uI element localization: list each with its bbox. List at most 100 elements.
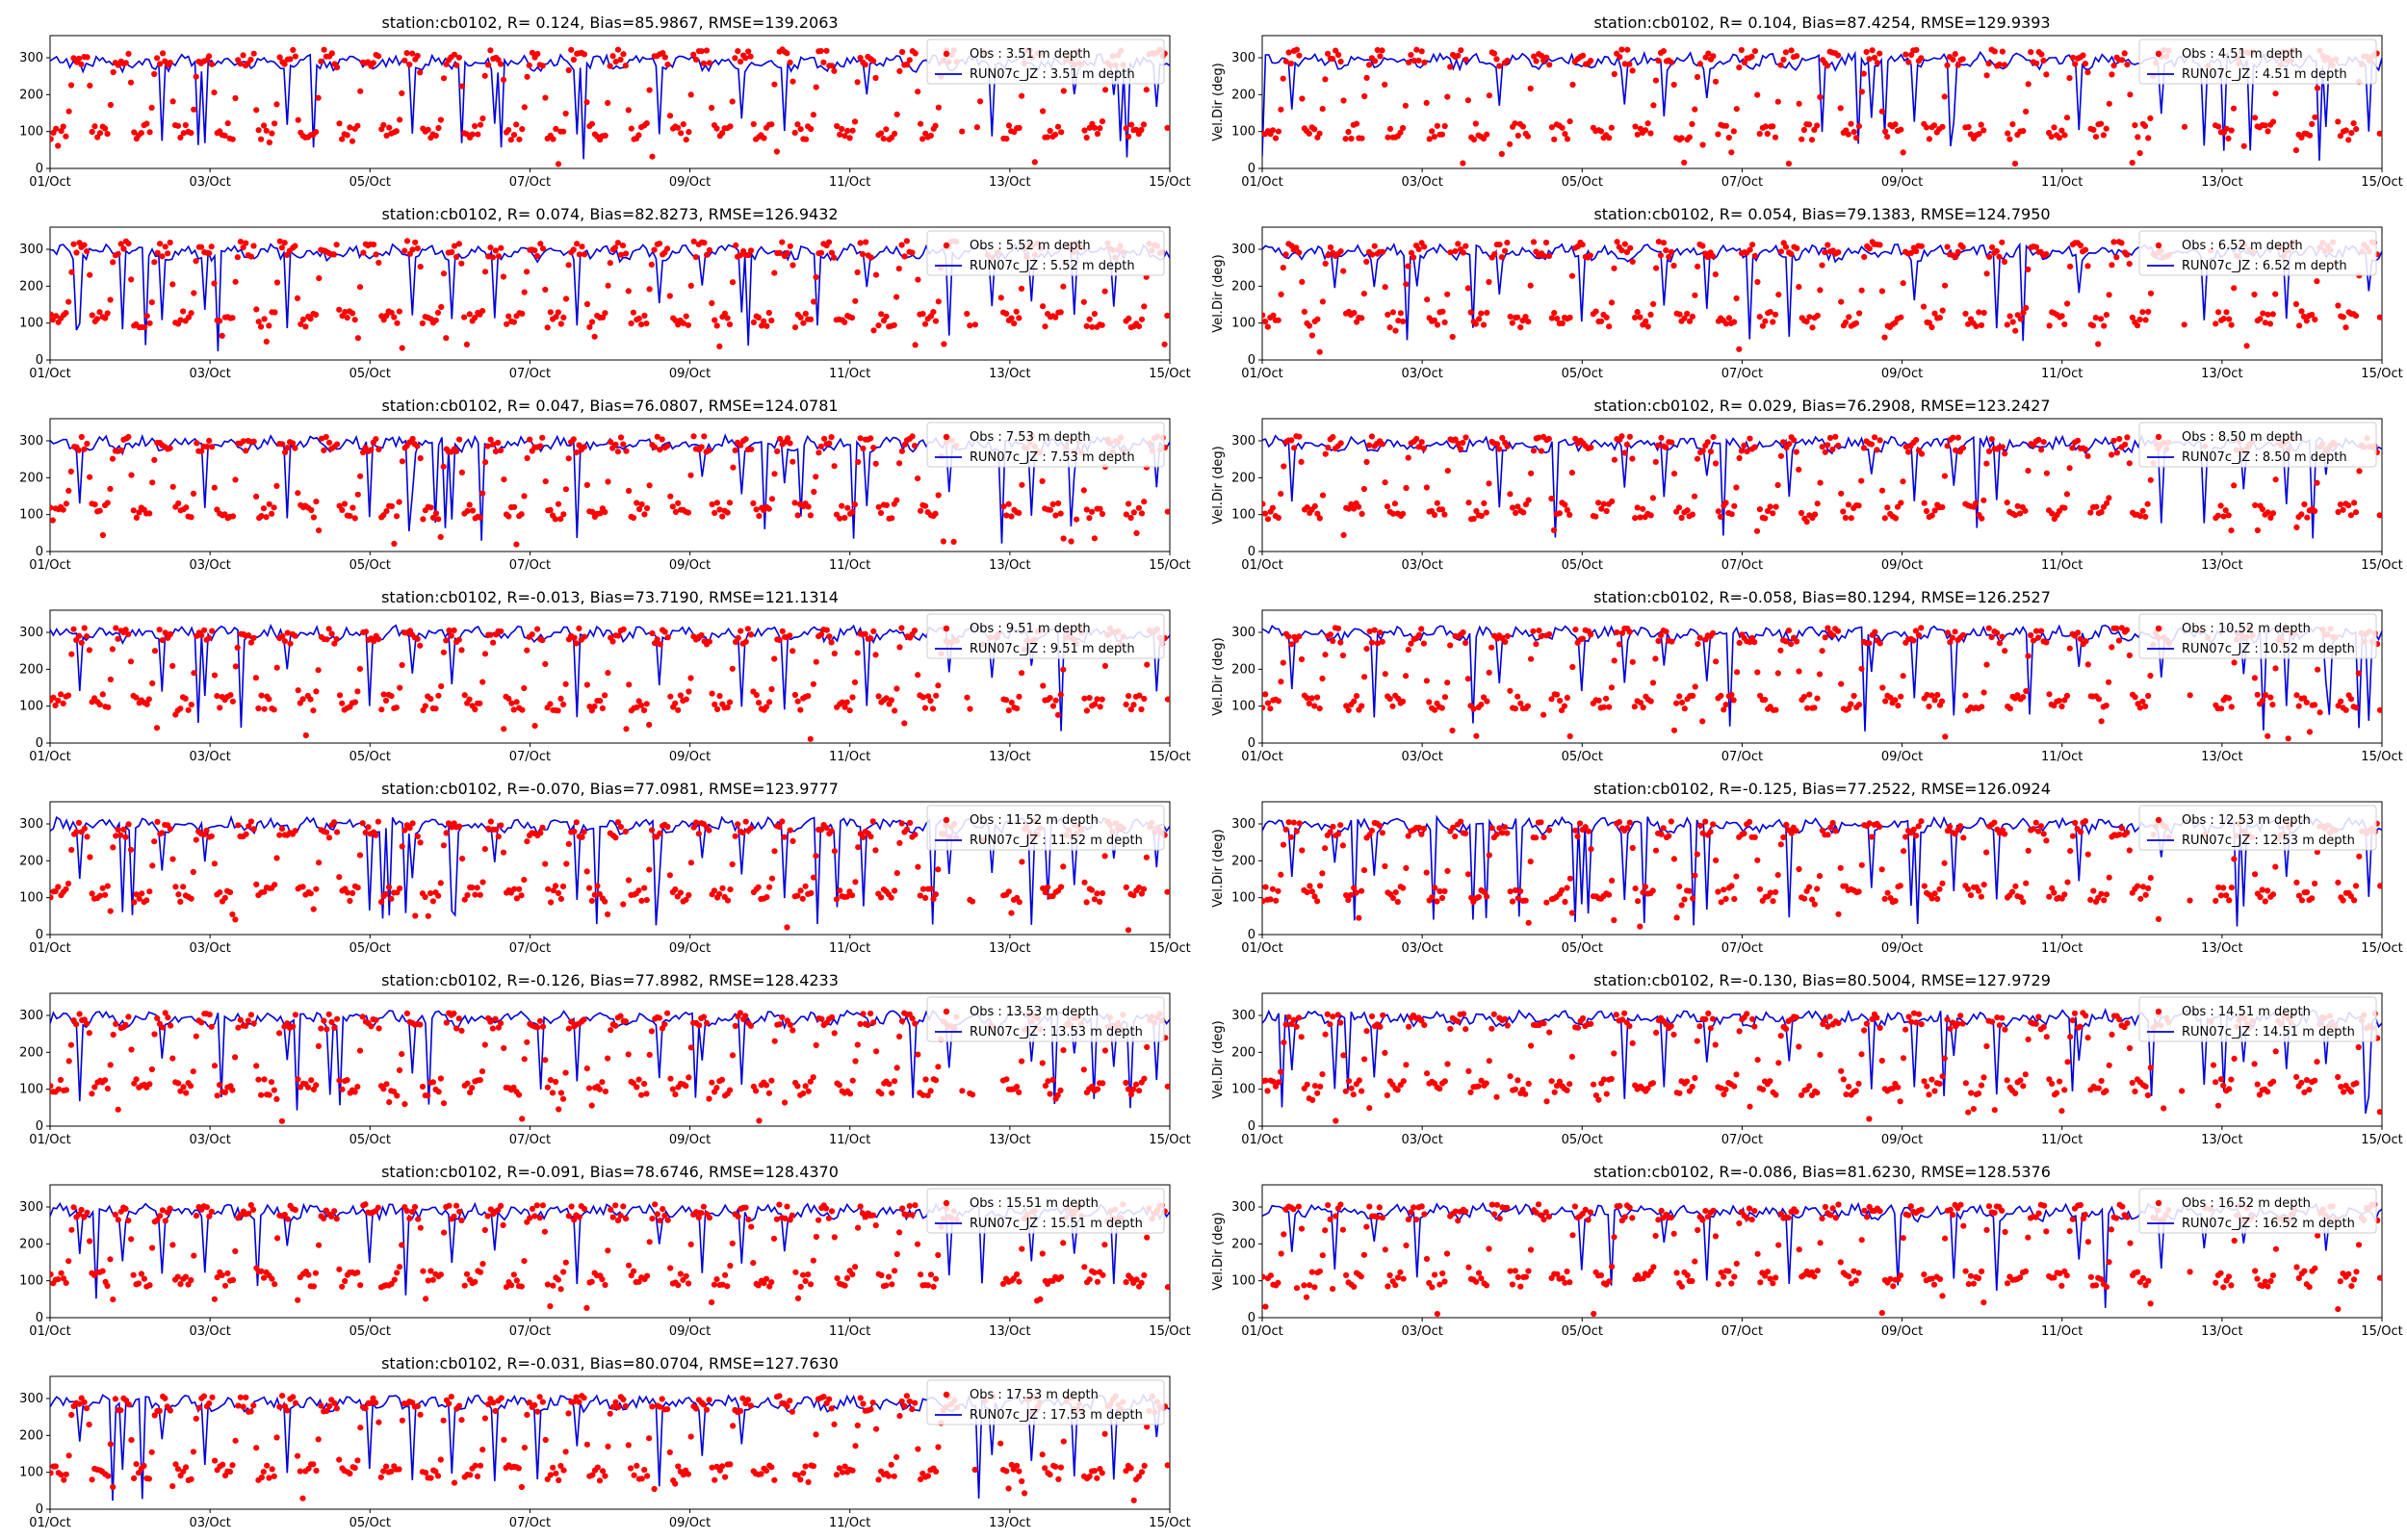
obs-point	[386, 124, 393, 131]
obs-point	[1780, 56, 1787, 64]
x-tick-label: 01/Oct	[29, 941, 70, 956]
obs-point	[2306, 729, 2314, 735]
plot-frame	[49, 801, 1171, 936]
obs-point	[354, 885, 361, 891]
obs-point	[698, 631, 705, 639]
obs-point	[1564, 136, 1571, 142]
obs-point	[597, 510, 604, 517]
legend-box	[2138, 613, 2377, 659]
obs-point	[612, 1022, 619, 1029]
obs-point	[745, 48, 752, 55]
obs-point	[918, 120, 924, 127]
obs-point	[2082, 818, 2089, 825]
obs-point	[1377, 822, 1384, 829]
obs-point	[1504, 830, 1511, 836]
obs-point	[893, 1065, 900, 1071]
obs-point	[612, 59, 619, 65]
obs-point	[1127, 706, 1134, 713]
obs-point	[399, 345, 405, 351]
obs-point	[787, 827, 793, 834]
obs-point	[78, 61, 85, 67]
obs-point	[2228, 885, 2235, 891]
legend-obs-label: Obs : 3.51 m depth	[970, 47, 1091, 62]
obs-point	[1855, 702, 1863, 708]
obs-point	[2298, 134, 2305, 141]
obs-point	[935, 298, 942, 305]
obs-point	[2020, 899, 2027, 906]
obs-point	[672, 700, 679, 706]
obs-point	[2005, 130, 2011, 137]
obs-point	[1962, 310, 1969, 317]
obs-point	[281, 61, 288, 67]
obs-point	[1551, 136, 1558, 142]
obs-point	[385, 884, 393, 890]
obs-point	[1874, 60, 1880, 66]
obs-point	[1838, 298, 1845, 305]
obs-point	[1835, 249, 1842, 256]
obs-point	[1676, 884, 1683, 890]
x-tick-label: 15/Oct	[1149, 175, 1190, 190]
obs-point	[2040, 57, 2047, 64]
obs-point	[518, 892, 525, 899]
obs-point	[351, 1089, 358, 1095]
obs-point	[742, 436, 749, 443]
obs-point	[555, 889, 562, 897]
obs-point	[813, 84, 819, 90]
obs-point	[485, 253, 492, 260]
obs-point	[2340, 506, 2346, 513]
obs-point	[2106, 679, 2112, 685]
obs-point	[625, 107, 632, 114]
obs-point	[605, 478, 611, 485]
x-tick-label: 01/Oct	[29, 750, 70, 764]
obs-point	[1493, 56, 1500, 63]
obs-point	[854, 650, 861, 656]
obs-point	[1441, 319, 1448, 325]
obs-point	[1269, 127, 1277, 134]
obs-point	[1144, 661, 1151, 668]
obs-point	[912, 1020, 919, 1027]
obs-point	[1262, 705, 1266, 711]
obs-point	[1826, 434, 1834, 442]
obs-point	[375, 1025, 382, 1032]
obs-point	[237, 61, 244, 67]
obs-point	[1774, 481, 1781, 489]
obs-point	[1976, 131, 1982, 138]
obs-point	[388, 693, 395, 700]
obs-point	[250, 243, 257, 249]
obs-point	[102, 125, 109, 132]
obs-point	[1931, 507, 1938, 514]
obs-point	[339, 506, 346, 514]
obs-point	[1470, 515, 1477, 523]
obs-point	[505, 695, 512, 702]
obs-point	[1496, 446, 1503, 452]
obs-point	[341, 500, 349, 507]
obs-point	[700, 1014, 708, 1020]
obs-point	[1803, 519, 1810, 526]
obs-point	[1003, 136, 1010, 142]
obs-point	[1014, 706, 1021, 712]
y-tick-label: 0	[1248, 353, 1255, 368]
obs-point	[2023, 687, 2030, 695]
obs-point	[396, 499, 402, 505]
obs-point	[1901, 848, 1907, 855]
obs-point	[1042, 889, 1048, 896]
obs-point	[1611, 657, 1618, 664]
obs-point	[1389, 510, 1397, 517]
obs-point	[1306, 700, 1312, 707]
obs-point	[271, 504, 277, 511]
obs-point	[357, 88, 364, 94]
obs-point	[1569, 663, 1576, 671]
legend-model-label: RUN07c_JZ : 3.51 m depth	[970, 67, 1135, 82]
obs-point	[510, 1084, 517, 1091]
obs-point	[1699, 830, 1706, 836]
obs-point	[403, 1010, 410, 1016]
obs-point	[185, 706, 192, 713]
obs-point	[846, 135, 853, 141]
obs-point	[683, 696, 689, 703]
obs-point	[209, 628, 216, 634]
obs-point	[721, 310, 729, 317]
obs-point	[1080, 1066, 1087, 1073]
y-tick-label: 100	[1231, 891, 1255, 906]
obs-point	[1952, 629, 1958, 635]
